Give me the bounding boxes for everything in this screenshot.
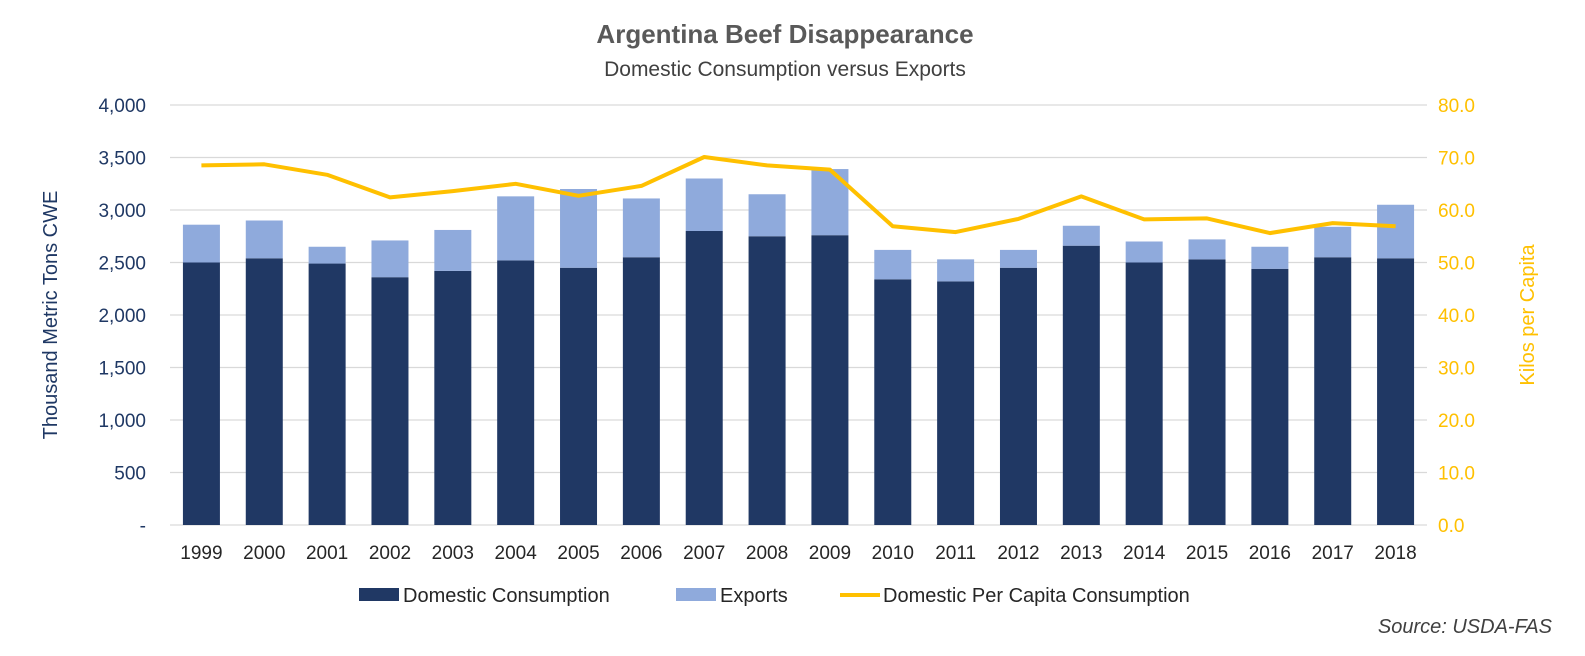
bar-domestic-2017 (1314, 257, 1352, 525)
source-note: Source: USDA-FAS (1378, 616, 1553, 638)
y-tick-right: 60.0 (1438, 201, 1475, 222)
bar-domestic-1999 (182, 262, 220, 525)
y-axis-left-label: Thousand Metric Tons CWE (40, 191, 62, 440)
x-tick-2013: 2013 (1060, 543, 1102, 564)
y-tick-left: - (140, 516, 146, 537)
bar-domestic-2000 (245, 258, 283, 525)
bar-exports-2018 (1377, 204, 1415, 259)
x-tick-2010: 2010 (872, 543, 914, 564)
x-axis: 1999 2000 2001 2002 2003 2004 2005 2006 2007 2008… (180, 543, 1416, 564)
x-tick-2009: 2009 (809, 543, 851, 564)
bar-domestic-2002 (371, 277, 409, 525)
bar-domestic-2016 (1251, 268, 1289, 525)
y-tick-left: 3,500 (98, 149, 146, 170)
y-tick-right: 10.0 (1438, 464, 1475, 485)
chart-title: Argentina Beef Disappearance (596, 19, 973, 49)
y-tick-left: 1,000 (98, 411, 146, 432)
y-tick-left: 500 (114, 464, 146, 485)
bar-domestic-2012 (999, 267, 1037, 525)
x-tick-2016: 2016 (1249, 543, 1291, 564)
y-tick-right: 0.0 (1438, 516, 1464, 537)
x-tick-2004: 2004 (495, 543, 538, 564)
y-tick-left: 3,000 (98, 201, 146, 222)
y-axis-right-label: Kilos per Capita (1517, 244, 1539, 386)
bar-exports-2013 (1062, 225, 1100, 246)
legend-label-per-capita: Domestic Per Capita Consumption (883, 585, 1190, 607)
x-tick-2015: 2015 (1186, 543, 1228, 564)
bar-exports-2006 (622, 198, 660, 258)
y-tick-right: 70.0 (1438, 149, 1475, 170)
bars (182, 169, 1415, 525)
bar-exports-1999 (182, 224, 220, 263)
bar-domestic-2004 (497, 260, 535, 525)
y-tick-right: 80.0 (1438, 96, 1475, 117)
y-tick-right: 50.0 (1438, 254, 1475, 275)
x-tick-2007: 2007 (683, 543, 725, 564)
y-tick-left: 1,500 (98, 359, 146, 380)
y-tick-left: 2,000 (98, 306, 146, 327)
bar-exports-2002 (371, 240, 409, 278)
y-tick-right: 40.0 (1438, 306, 1475, 327)
bar-exports-2014 (1125, 241, 1163, 263)
bar-domestic-2015 (1188, 259, 1226, 525)
bar-exports-2015 (1188, 239, 1226, 260)
x-tick-1999: 1999 (180, 543, 222, 564)
bar-domestic-2010 (874, 279, 912, 525)
bar-domestic-2018 (1377, 258, 1415, 525)
bar-domestic-2005 (560, 267, 598, 525)
y-tick-right: 30.0 (1438, 359, 1475, 380)
x-tick-2011: 2011 (935, 543, 976, 564)
bar-exports-2003 (434, 229, 472, 271)
bar-exports-2008 (748, 194, 786, 237)
bar-exports-2011 (937, 259, 975, 282)
per-capita-series-line (201, 155, 1396, 236)
bar-domestic-2013 (1062, 245, 1100, 525)
bar-exports-2016 (1251, 246, 1289, 269)
legend-swatch-exports (676, 588, 716, 601)
bar-domestic-2014 (1125, 262, 1163, 525)
x-tick-2005: 2005 (557, 543, 599, 564)
bar-exports-2000 (245, 220, 283, 259)
x-tick-2006: 2006 (620, 543, 662, 564)
bar-domestic-2001 (308, 263, 346, 525)
chart-subtitle: Domestic Consumption versus Exports (604, 58, 966, 81)
bar-exports-2005 (560, 189, 598, 268)
x-tick-2017: 2017 (1312, 543, 1354, 564)
y-axis-left: - 500 1,000 1,500 2,000 2,500 3,000 3,500 4,000 (98, 96, 146, 537)
bar-domestic-2008 (748, 236, 786, 525)
bar-domestic-2009 (811, 235, 849, 525)
bar-exports-2012 (999, 249, 1037, 268)
x-tick-2014: 2014 (1123, 543, 1166, 564)
x-tick-2000: 2000 (243, 543, 285, 564)
x-tick-2001: 2001 (306, 543, 348, 564)
bar-domestic-2003 (434, 270, 472, 525)
bar-exports-2001 (308, 246, 346, 264)
legend-swatch-domestic (359, 588, 399, 601)
y-axis-right: 0.0 10.0 20.0 30.0 40.0 50.0 60.0 70.0 80.0 (1438, 96, 1475, 537)
x-tick-2008: 2008 (746, 543, 788, 564)
bar-exports-2017 (1314, 226, 1352, 258)
x-tick-2003: 2003 (432, 543, 474, 564)
legend: Domestic Consumption Exports Domestic Pe… (359, 585, 1190, 607)
x-tick-2002: 2002 (369, 543, 411, 564)
per-capita-line (201, 155, 1396, 236)
x-tick-2012: 2012 (997, 543, 1039, 564)
bar-exports-2010 (874, 249, 912, 280)
bar-domestic-2011 (937, 281, 975, 525)
y-tick-left: 2,500 (98, 254, 146, 275)
bar-exports-2007 (685, 178, 723, 231)
bar-exports-2004 (497, 196, 535, 261)
bar-domestic-2007 (685, 231, 723, 525)
y-tick-right: 20.0 (1438, 411, 1475, 432)
y-tick-left: 4,000 (98, 96, 146, 117)
legend-label-exports: Exports (720, 585, 788, 607)
bar-domestic-2006 (622, 257, 660, 525)
x-tick-2018: 2018 (1374, 543, 1416, 564)
legend-label-domestic: Domestic Consumption (403, 585, 610, 607)
